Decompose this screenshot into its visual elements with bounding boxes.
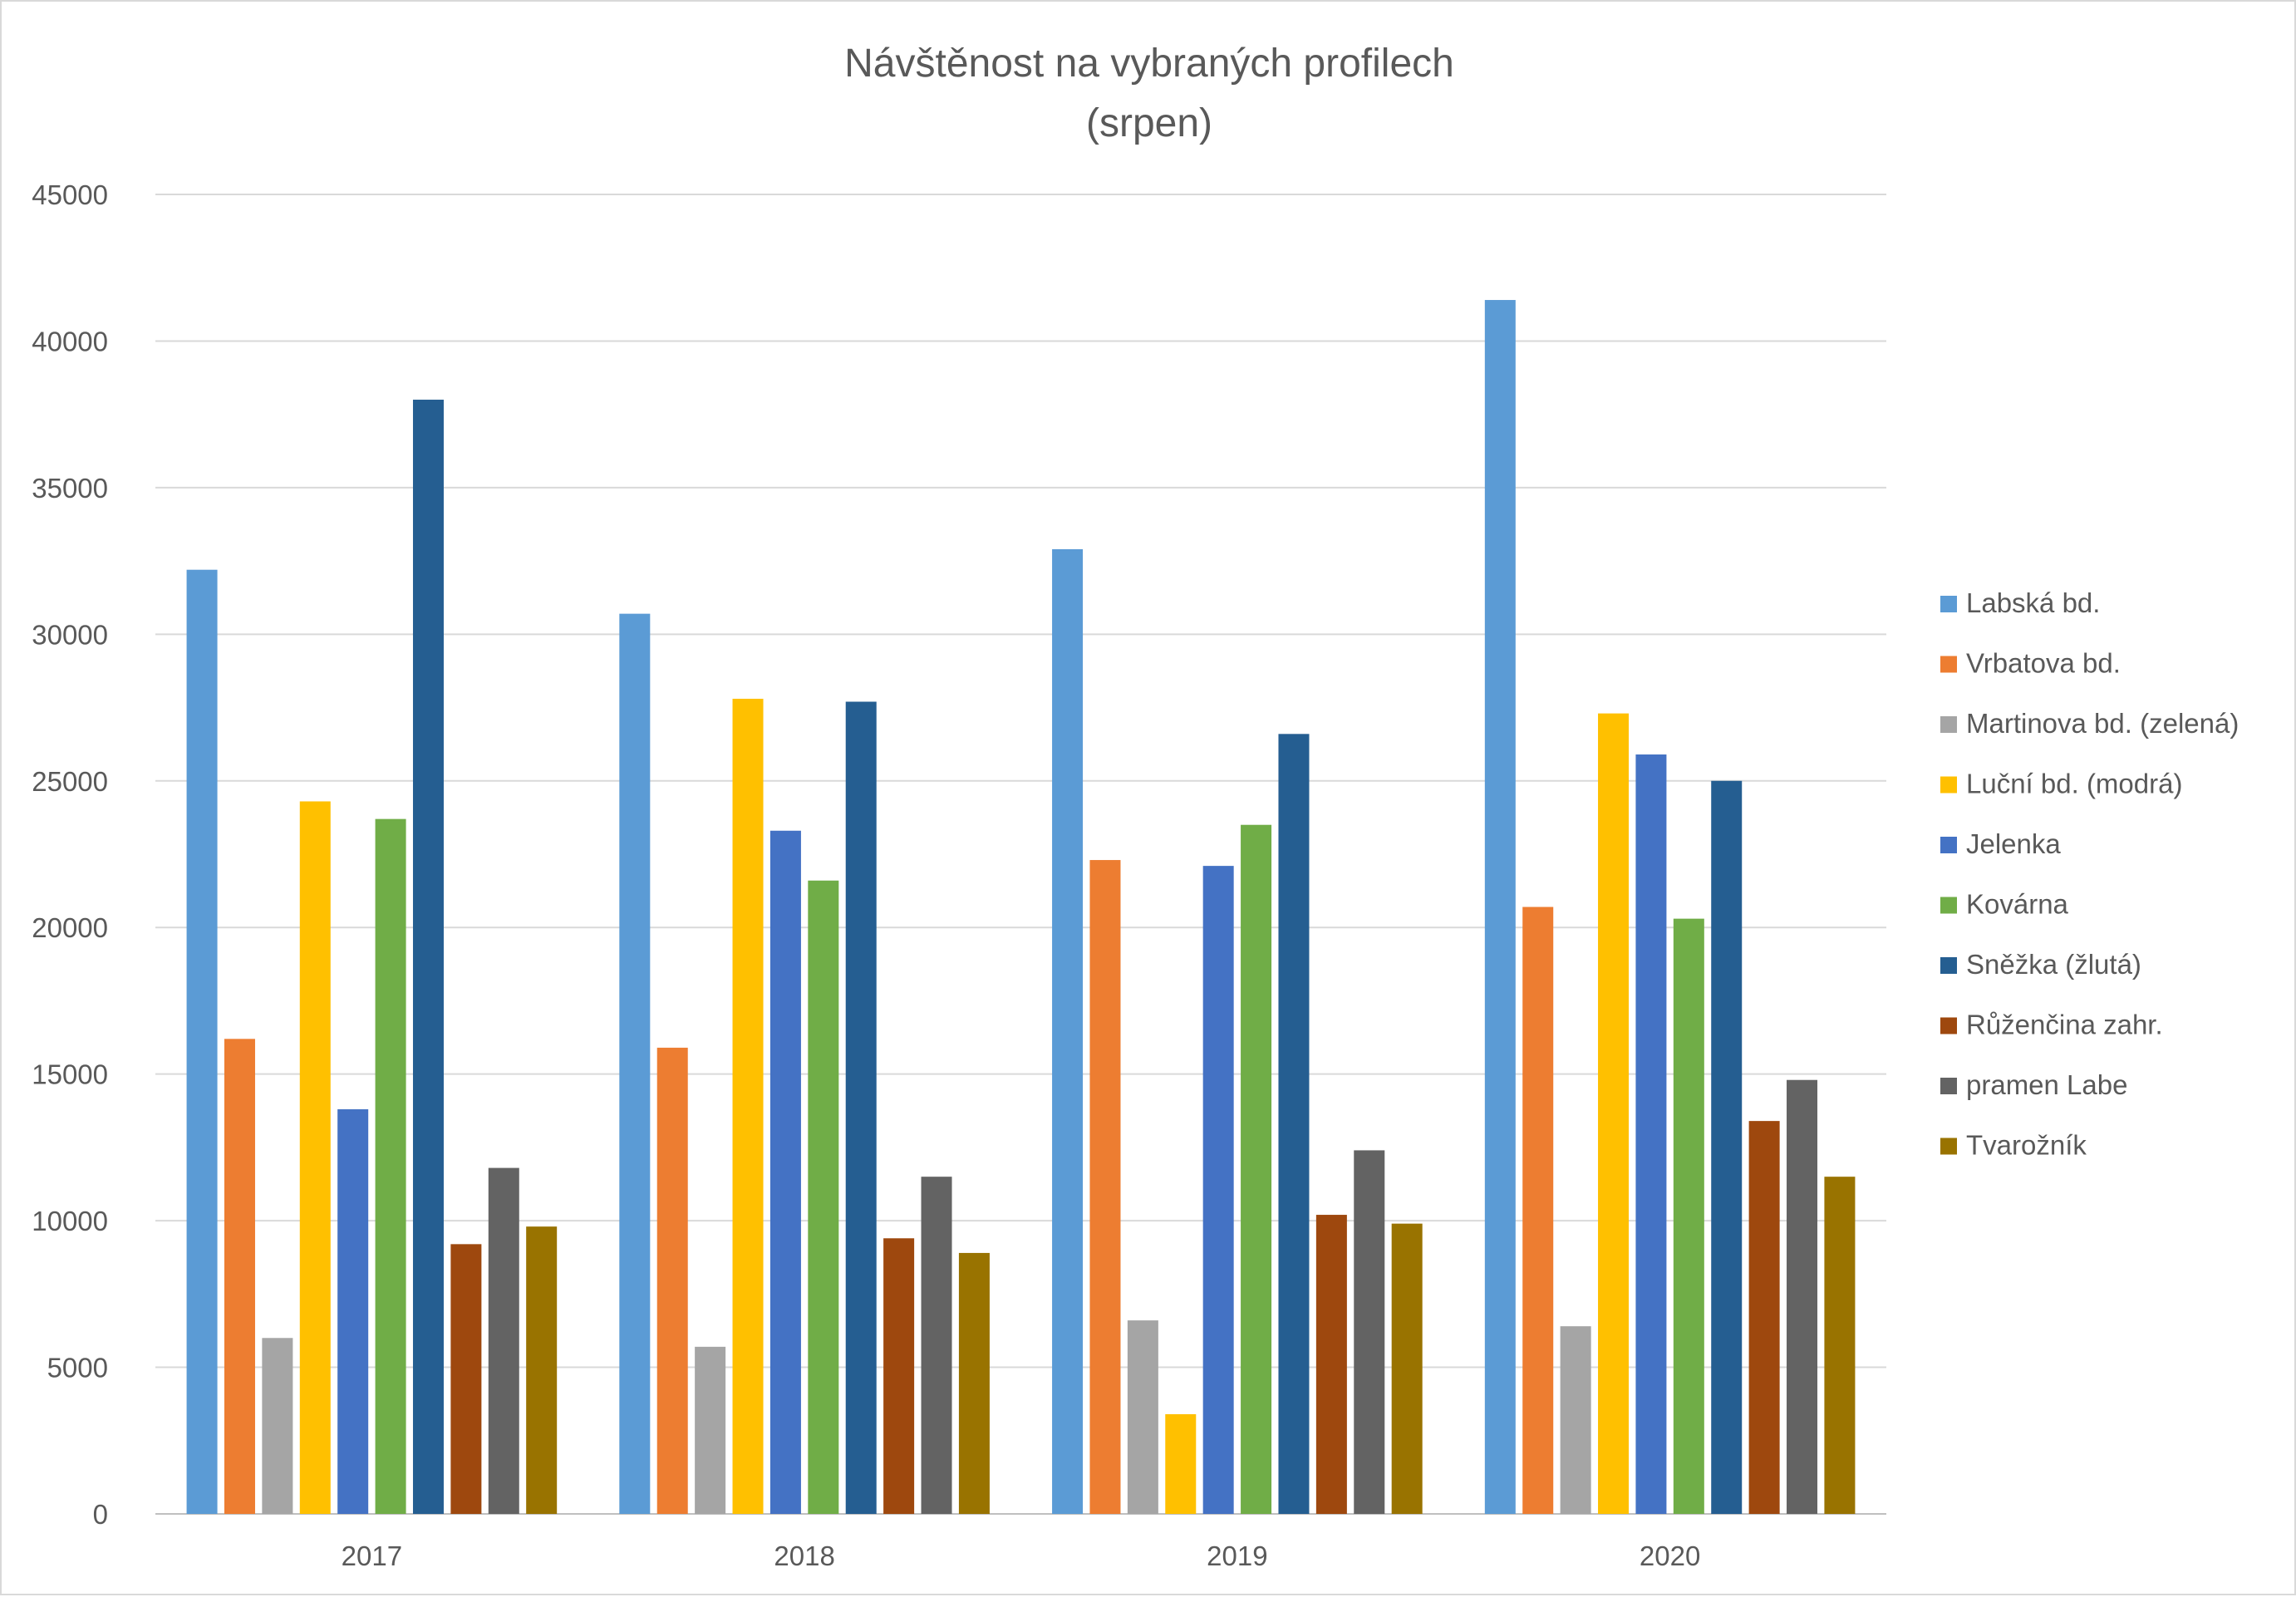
bar-2017-9 xyxy=(526,1226,558,1514)
bar-2019-8 xyxy=(1354,1150,1385,1514)
legend-label: Labská bd. xyxy=(1966,587,2100,618)
x-tick-label: 2019 xyxy=(1207,1540,1267,1571)
bar-2019-2 xyxy=(1127,1320,1158,1514)
bar-2020-4 xyxy=(1635,754,1667,1514)
bar-2017-5 xyxy=(375,818,406,1514)
bar-2020-2 xyxy=(1560,1326,1591,1514)
bar-2017-0 xyxy=(186,569,218,1514)
bar-2018-7 xyxy=(883,1238,915,1514)
bar-2018-8 xyxy=(921,1177,952,1514)
bar-2019-7 xyxy=(1315,1215,1347,1514)
legend-swatch xyxy=(1940,776,1957,794)
bar-2020-6 xyxy=(1711,780,1743,1514)
chart-title: Návštěnost na vybraných profilech xyxy=(844,42,1454,86)
bar-2017-8 xyxy=(488,1167,519,1514)
x-tick-label: 2017 xyxy=(342,1540,402,1571)
legend-swatch xyxy=(1940,957,1957,974)
legend-swatch xyxy=(1940,716,1957,733)
bar-2019-0 xyxy=(1052,548,1084,1514)
bar-2017-1 xyxy=(224,1039,255,1514)
bar-2017-4 xyxy=(337,1109,369,1514)
bar-2018-3 xyxy=(732,698,764,1514)
y-tick-label: 30000 xyxy=(32,619,108,650)
legend-label: Vrbatova bd. xyxy=(1966,648,2121,679)
bar-2020-9 xyxy=(1824,1177,1856,1514)
x-axis-ticks: 2017 2018 2019 2020 xyxy=(342,1540,1701,1571)
bar-2019-1 xyxy=(1089,860,1121,1514)
bar-2018-6 xyxy=(845,701,877,1514)
legend-swatch xyxy=(1940,1138,1957,1155)
bar-2017-2 xyxy=(262,1338,293,1514)
bar-2018-2 xyxy=(695,1346,726,1514)
bar-2019-6 xyxy=(1278,734,1310,1514)
bar-2017-6 xyxy=(412,400,444,1514)
bars xyxy=(186,300,1856,1514)
y-tick-label: 20000 xyxy=(32,912,108,943)
y-tick-label: 10000 xyxy=(32,1206,108,1236)
bar-2017-7 xyxy=(450,1244,482,1514)
y-tick-label: 15000 xyxy=(32,1059,108,1090)
legend-swatch xyxy=(1940,596,1957,612)
bar-2020-7 xyxy=(1748,1121,1780,1514)
legend-swatch xyxy=(1940,1017,1957,1034)
bar-2018-1 xyxy=(656,1047,688,1514)
bar-2020-8 xyxy=(1787,1079,1818,1514)
bar-2017-3 xyxy=(299,801,331,1514)
legend-label: Kovárna xyxy=(1966,889,2069,920)
bar-2019-5 xyxy=(1241,824,1272,1514)
legend-label: Martinova bd. (zelená) xyxy=(1966,708,2239,739)
bar-2020-1 xyxy=(1522,907,1554,1514)
bar-2019-3 xyxy=(1165,1414,1197,1514)
bar-2018-0 xyxy=(619,613,651,1514)
legend-label: Luční bd. (modrá) xyxy=(1966,769,2182,799)
y-tick-label: 25000 xyxy=(32,766,108,797)
bar-2018-9 xyxy=(958,1252,990,1514)
legend-swatch xyxy=(1940,897,1957,914)
legend-swatch xyxy=(1940,1078,1957,1094)
y-tick-label: 45000 xyxy=(32,179,108,210)
legend-label: Růženčina zahr. xyxy=(1966,1010,2163,1040)
legend-label: pramen Labe xyxy=(1966,1069,2127,1100)
bar-2020-0 xyxy=(1484,300,1516,1514)
y-tick-label: 0 xyxy=(93,1499,108,1530)
chart-subtitle: (srpen) xyxy=(1086,101,1212,145)
bar-2020-3 xyxy=(1598,713,1630,1514)
bar-2018-5 xyxy=(808,880,839,1514)
gridlines xyxy=(155,194,1886,1515)
legend-label: Tvarožník xyxy=(1966,1130,2087,1161)
x-tick-label: 2018 xyxy=(774,1540,834,1571)
y-tick-label: 40000 xyxy=(32,326,108,356)
bar-2020-5 xyxy=(1673,918,1704,1514)
y-tick-label: 35000 xyxy=(32,473,108,504)
legend: Labská bd. Vrbatova bd. Martinova bd. (zel… xyxy=(1940,587,2239,1161)
legend-swatch xyxy=(1940,656,1957,673)
bar-2018-4 xyxy=(769,830,801,1514)
legend-label: Jelenka xyxy=(1966,828,2061,859)
bar-2019-9 xyxy=(1391,1223,1423,1514)
legend-swatch xyxy=(1940,837,1957,853)
x-tick-label: 2020 xyxy=(1640,1540,1700,1571)
legend-label: Sněžka (žlutá) xyxy=(1966,949,2141,980)
y-axis-ticks: 0 5000 10000 15000 20000 25000 30000 35000 40000… xyxy=(32,179,108,1530)
bar-2019-4 xyxy=(1202,866,1234,1514)
y-tick-label: 5000 xyxy=(47,1353,108,1383)
